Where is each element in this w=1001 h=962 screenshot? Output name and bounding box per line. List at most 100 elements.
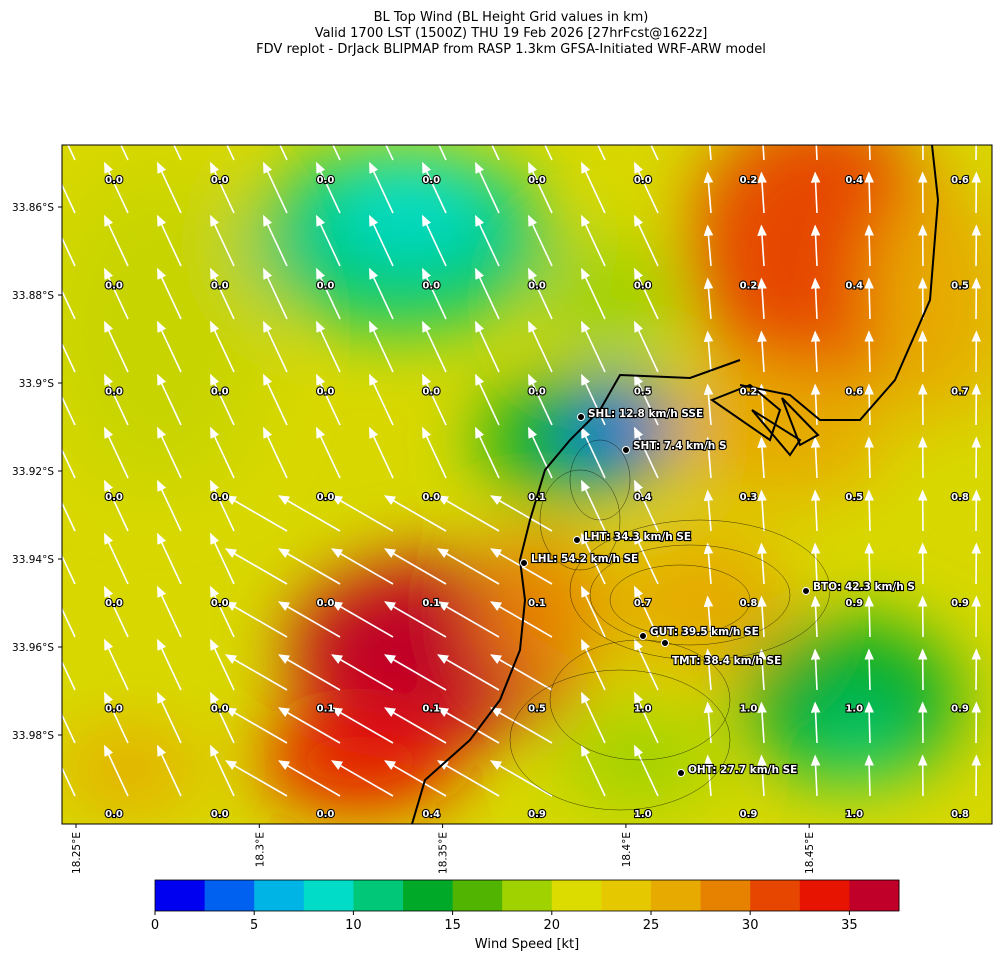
height-label: 1.0	[740, 704, 758, 715]
wind-arrow	[330, 760, 394, 797]
wind-arrow	[581, 585, 606, 638]
colorbar-tick-label: 35	[841, 918, 858, 933]
wind-arrow	[224, 548, 288, 585]
wind-arrow	[703, 701, 714, 744]
wind-arrow	[210, 426, 235, 479]
wind-arrow	[489, 707, 553, 744]
colorbar-swatch	[799, 880, 850, 911]
wind-arrow	[330, 548, 394, 585]
station-dot	[677, 769, 685, 777]
wind-arrow	[210, 744, 235, 797]
wind-arrow	[157, 267, 182, 320]
wind-arrow	[316, 426, 341, 479]
colorbar-swatch	[502, 880, 553, 911]
lat-tick-label: 33.9°S	[19, 378, 55, 390]
height-label: 0.3	[740, 492, 758, 503]
station-label: LHT: 34.3 km/h SE	[584, 531, 691, 543]
wind-arrow	[475, 426, 500, 479]
wind-arrow	[330, 707, 394, 744]
wind-arrow	[436, 760, 500, 797]
wind-arrow	[62, 766, 76, 797]
height-label: 0.0	[422, 175, 440, 186]
wind-arrow	[316, 320, 341, 373]
height-label: 0.8	[951, 809, 969, 820]
station-label: SHL: 12.8 km/h SSE	[588, 408, 703, 420]
height-label: 0.1	[317, 704, 335, 715]
wind-arrow	[62, 395, 76, 426]
height-label: 0.4	[845, 175, 863, 186]
wind-arrow	[581, 532, 606, 585]
wind-arrow	[157, 638, 182, 691]
wind-arrow	[528, 320, 553, 373]
wind-arrow	[634, 320, 659, 373]
colorbar-swatch	[750, 880, 801, 911]
height-label: 0.5	[634, 386, 652, 397]
wind-arrow	[757, 330, 767, 373]
wind-arrow	[385, 145, 394, 161]
height-label: 1.0	[634, 704, 652, 715]
height-label: 1.0	[634, 809, 652, 820]
wind-arrow	[762, 145, 765, 161]
wind-arrow	[864, 330, 874, 373]
height-label: 0.4	[634, 492, 652, 503]
colorbar-swatch	[303, 880, 354, 911]
wind-arrow	[104, 320, 129, 373]
colorbar-swatch	[353, 880, 404, 911]
height-label: 0.1	[422, 704, 440, 715]
height-label: 0.1	[422, 598, 440, 609]
lon-tick-label: 18.45°E	[804, 832, 816, 874]
wind-arrow	[810, 171, 821, 214]
wind-arrow	[810, 701, 821, 744]
wind-arrow	[120, 145, 129, 161]
wind-arrow	[279, 145, 288, 161]
colorbar-tick-label: 20	[544, 918, 561, 933]
wind-arrow	[316, 373, 341, 426]
wind-arrow	[634, 744, 659, 797]
lon-tick-label: 18.3°E	[254, 832, 266, 867]
wind-arrow	[67, 145, 76, 161]
height-label: 0.2	[740, 386, 758, 397]
wind-arrow	[528, 214, 553, 267]
wind-arrow	[475, 320, 500, 373]
wind-arrow	[489, 495, 553, 532]
wind-arrow	[634, 373, 659, 426]
wind-arrow	[422, 161, 447, 214]
wind-arrow	[210, 691, 235, 744]
wind-arrow	[703, 383, 714, 426]
wind-arrow	[475, 373, 500, 426]
wind-arrow	[810, 224, 821, 267]
station-label: GUT: 39.5 km/h SE	[650, 626, 759, 638]
wind-arrow	[581, 426, 606, 479]
wind-arrow	[436, 495, 500, 532]
wind-arrow	[422, 320, 447, 373]
height-label: 0.0	[634, 175, 652, 186]
wind-arrow	[263, 267, 288, 320]
wind-arrow	[210, 373, 235, 426]
wind-arrow	[173, 145, 182, 161]
wind-arrow	[104, 744, 129, 797]
height-label: 0.0	[528, 175, 546, 186]
wind-arrow	[210, 267, 235, 320]
wind-arrow	[263, 161, 288, 214]
wind-arrow	[277, 601, 341, 638]
wind-arrow	[104, 585, 129, 638]
wind-arrow	[157, 161, 182, 214]
wind-arrow	[810, 754, 821, 797]
wind-arrow	[224, 654, 288, 691]
height-label: 0.9	[845, 598, 863, 609]
height-label: 0.4	[422, 809, 440, 820]
wind-arrow	[703, 754, 714, 797]
height-label: 0.5	[845, 492, 863, 503]
station-label: OHT: 27.7 km/h SE	[688, 764, 797, 776]
height-label: 0.8	[740, 598, 758, 609]
wind-arrow	[864, 701, 874, 744]
station-label: SHT: 7.4 km/h S	[633, 440, 727, 452]
wind-arrow	[757, 542, 767, 585]
wind-arrow	[703, 489, 714, 532]
station-dot	[661, 639, 669, 647]
colorbar-swatch	[601, 880, 652, 911]
wind-arrow	[62, 607, 76, 638]
lat-tick-label: 33.98°S	[12, 730, 54, 742]
colorbar-tick-label: 10	[345, 918, 362, 933]
wind-arrow	[703, 542, 714, 585]
